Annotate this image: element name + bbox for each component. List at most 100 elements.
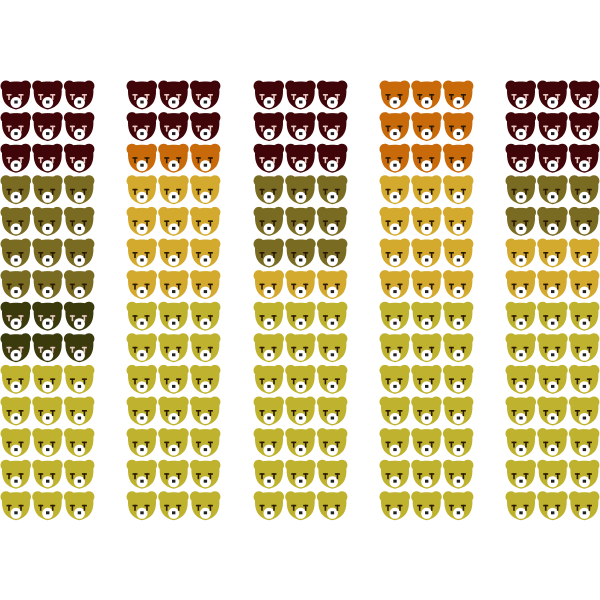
- bear-face-icon: [442, 270, 474, 300]
- bear-face-icon: [285, 301, 316, 331]
- bear-face-icon: [442, 112, 474, 142]
- bear-face-icon: [411, 333, 442, 363]
- bear-face-icon: [379, 459, 410, 489]
- bear-face-icon: [568, 491, 600, 521]
- bear-face-icon: [189, 206, 221, 236]
- bear-face-icon: [316, 175, 348, 205]
- bear-face-icon: [253, 459, 284, 489]
- bear-face-icon: [537, 364, 568, 394]
- bear-face-icon: [442, 364, 474, 394]
- bear-face-icon: [568, 143, 600, 173]
- bear-face-icon: [285, 491, 316, 521]
- bear-face-icon: [126, 270, 157, 300]
- pictograph-column: [379, 80, 474, 521]
- bear-face-icon: [126, 396, 157, 426]
- bear-face-icon: [63, 301, 95, 331]
- bear-face-icon: [537, 175, 568, 205]
- bear-face-icon: [316, 238, 348, 268]
- bear-face-icon: [379, 112, 410, 142]
- bear-face-icon: [126, 364, 157, 394]
- bear-face-icon: [158, 206, 189, 236]
- bear-face-icon: [316, 206, 348, 236]
- bear-face-icon: [32, 459, 63, 489]
- bear-face-icon: [158, 428, 189, 458]
- bear-face-icon: [189, 270, 221, 300]
- bear-face-icon: [63, 143, 95, 173]
- bear-face-icon: [189, 238, 221, 268]
- bear-face-icon: [537, 428, 568, 458]
- bear-face-icon: [189, 459, 221, 489]
- bear-face-icon: [316, 301, 348, 331]
- bear-face-icon: [316, 333, 348, 363]
- bear-face-icon: [505, 238, 536, 268]
- bear-face-icon: [0, 80, 31, 110]
- bear-face-icon: [379, 206, 410, 236]
- bear-face-icon: [253, 301, 284, 331]
- bear-face-icon: [285, 396, 316, 426]
- bear-face-icon: [158, 112, 189, 142]
- bear-face-icon: [316, 396, 348, 426]
- bear-face-icon: [442, 206, 474, 236]
- bear-face-icon: [537, 491, 568, 521]
- bear-face-icon: [63, 238, 95, 268]
- bear-face-icon: [32, 175, 63, 205]
- bear-face-icon: [379, 80, 410, 110]
- bear-face-icon: [442, 238, 474, 268]
- bear-face-icon: [126, 238, 157, 268]
- bear-face-icon: [0, 333, 31, 363]
- bear-face-icon: [537, 333, 568, 363]
- bear-face-icon: [189, 428, 221, 458]
- bear-face-icon: [442, 143, 474, 173]
- bear-face-icon: [126, 491, 157, 521]
- bear-face-icon: [411, 143, 442, 173]
- bear-face-icon: [0, 238, 31, 268]
- bear-face-icon: [32, 112, 63, 142]
- pictograph-column: [253, 80, 348, 521]
- bear-face-icon: [32, 80, 63, 110]
- bear-face-icon: [126, 80, 157, 110]
- bear-face-icon: [158, 333, 189, 363]
- bear-face-icon: [568, 459, 600, 489]
- bear-face-icon: [537, 80, 568, 110]
- bear-face-icon: [285, 333, 316, 363]
- bear-face-icon: [316, 270, 348, 300]
- bear-face-icon: [568, 428, 600, 458]
- bear-face-icon: [537, 459, 568, 489]
- bear-face-icon: [0, 491, 31, 521]
- bear-face-icon: [285, 143, 316, 173]
- bear-face-icon: [379, 301, 410, 331]
- bear-face-icon: [568, 112, 600, 142]
- bear-face-icon: [189, 175, 221, 205]
- bear-face-icon: [442, 301, 474, 331]
- bear-face-icon: [411, 112, 442, 142]
- bear-face-icon: [189, 112, 221, 142]
- bear-face-icon: [126, 112, 157, 142]
- bear-face-icon: [63, 270, 95, 300]
- bear-face-icon: [505, 175, 536, 205]
- bear-face-icon: [316, 143, 348, 173]
- bear-face-icon: [568, 80, 600, 110]
- bear-face-icon: [568, 364, 600, 394]
- bear-face-icon: [505, 112, 536, 142]
- bear-face-icon: [63, 364, 95, 394]
- bear-face-icon: [442, 396, 474, 426]
- bear-face-icon: [158, 238, 189, 268]
- bear-face-icon: [189, 80, 221, 110]
- bear-face-icon: [537, 270, 568, 300]
- bear-face-icon: [505, 301, 536, 331]
- bear-face-icon: [411, 364, 442, 394]
- bear-face-icon: [158, 175, 189, 205]
- bear-face-icon: [0, 428, 31, 458]
- bear-face-icon: [63, 491, 95, 521]
- bear-face-icon: [189, 396, 221, 426]
- bear-face-icon: [0, 270, 31, 300]
- bear-face-icon: [568, 301, 600, 331]
- bear-face-icon: [0, 396, 31, 426]
- bear-face-icon: [63, 80, 95, 110]
- bear-face-icon: [0, 206, 31, 236]
- bear-face-icon: [158, 270, 189, 300]
- bear-face-icon: [505, 80, 536, 110]
- bear-face-icon: [285, 80, 316, 110]
- bear-face-icon: [158, 80, 189, 110]
